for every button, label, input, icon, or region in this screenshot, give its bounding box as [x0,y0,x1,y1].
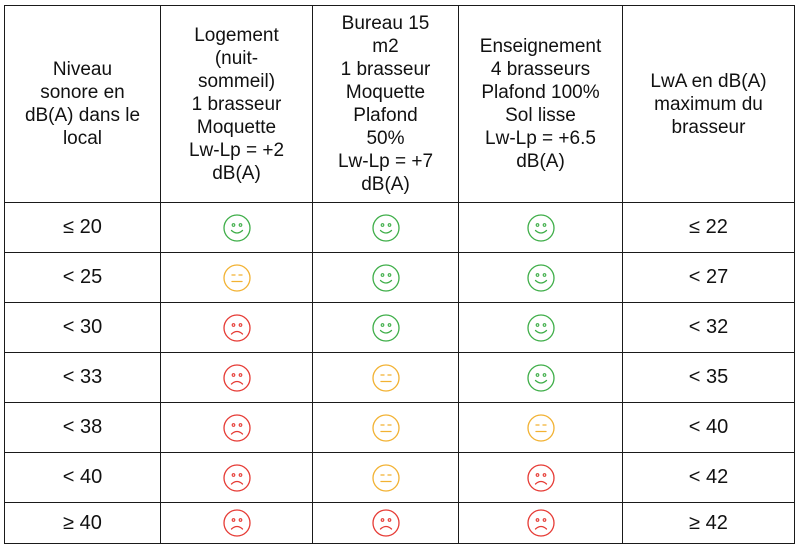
enseignement-rating-cell [458,352,623,403]
neutral-face-icon [371,463,401,493]
lwa-max-cell: ≥ 42 [622,502,795,544]
table-row: < 30 < 32 [4,302,795,353]
good-face-icon [371,263,401,293]
header-logement: Logement (nuit- sommeil) 1 brasseur Moqu… [160,5,313,203]
acoustic-comfort-table: Niveau sonore en dB(A) dans le local Log… [4,5,795,544]
lwa-max-cell: < 42 [622,452,795,503]
bureau-rating-cell [312,502,459,544]
lwa-max-cell: < 35 [622,352,795,403]
header-line: 4 brasseurs [490,59,591,80]
bad-face-icon [222,313,252,343]
header-line: dB(A) dans le [24,105,141,126]
neutral-face-icon [222,263,252,293]
header-line: 50% [366,128,405,149]
header-line: 1 brasseur [340,59,431,80]
neutral-face-icon [371,413,401,443]
header-line: m2 [372,36,399,57]
bad-face-icon [222,463,252,493]
bureau-rating-cell [312,302,459,353]
good-face-icon [222,213,252,243]
bad-face-icon [222,413,252,443]
table-row: < 38 < 40 [4,402,795,453]
logement-rating-cell [160,502,313,544]
bureau-rating-cell [312,202,459,253]
sound-level-cell: < 40 [4,452,161,503]
lwa-max-cell: ≤ 22 [622,202,795,253]
logement-rating-cell [160,252,313,303]
header-line: dB(A) [212,162,261,184]
lwa-max-cell: < 40 [622,402,795,453]
enseignement-rating-cell [458,302,623,353]
header-line: dB(A) [361,174,410,195]
header-line: Bureau 15 [341,13,430,34]
header-line: Lw-Lp = +2 [188,139,285,161]
table-row: < 40 < 42 [4,452,795,503]
good-face-icon [526,263,556,293]
header-line: dB(A) [516,151,565,172]
sound-level-cell: ≤ 20 [4,202,161,253]
header-line: Logement [194,24,279,46]
header-line: sonore en [40,82,125,103]
good-face-icon [526,313,556,343]
header-line: sommeil) [197,70,276,92]
header-line: Plafond 100% [481,82,600,103]
neutral-face-icon [371,363,401,393]
enseignement-rating-cell [458,402,623,453]
good-face-icon [371,313,401,343]
enseignement-rating-cell [458,252,623,303]
header-line: brasseur [671,116,746,138]
header-line: local [62,128,103,149]
bureau-rating-cell [312,352,459,403]
header-row: Niveau sonore en dB(A) dans le local Log… [4,5,795,203]
logement-rating-cell [160,402,313,453]
header-sound-level: Niveau sonore en dB(A) dans le local [4,5,161,203]
logement-rating-cell [160,352,313,403]
header-line: 1 brasseur [191,93,282,115]
bureau-rating-cell [312,252,459,303]
enseignement-rating-cell [458,452,623,503]
header-line: Moquette [196,116,277,138]
table-row: ≥ 40 ≥ 42 [4,502,795,544]
logement-rating-cell [160,202,313,253]
header-line: Sol lisse [505,105,576,126]
header-line: Lw-Lp = +6.5 [485,128,596,149]
enseignement-rating-cell [458,202,623,253]
header-lwa-max: LwA en dB(A) maximum du brasseur [622,5,795,203]
enseignement-rating-cell [458,502,623,544]
good-face-icon [526,213,556,243]
lwa-max-cell: < 27 [622,252,795,303]
table-row: < 33 < 35 [4,352,795,403]
header-line: (nuit- [214,47,259,69]
logement-rating-cell [160,452,313,503]
header-line: Niveau [52,59,113,80]
good-face-icon [371,213,401,243]
sound-level-cell: ≥ 40 [4,502,161,544]
header-line: Moquette [345,82,426,103]
table-row: ≤ 20 ≤ 22 [4,202,795,253]
header-line: Lw-Lp = +7 [337,151,434,172]
bad-face-icon [222,363,252,393]
neutral-face-icon [526,413,556,443]
header-enseignement: Enseignement 4 brasseurs Plafond 100% So… [458,5,623,203]
sound-level-cell: < 38 [4,402,161,453]
sound-level-cell: < 33 [4,352,161,403]
sound-level-cell: < 30 [4,302,161,353]
header-line: LwA en dB(A) [650,70,767,92]
bad-face-icon [222,508,252,538]
header-line: Plafond [353,105,418,126]
bad-face-icon [371,508,401,538]
good-face-icon [526,363,556,393]
logement-rating-cell [160,302,313,353]
table-row: < 25 < 27 [4,252,795,303]
sound-level-cell: < 25 [4,252,161,303]
header-line: maximum du [654,93,763,115]
bureau-rating-cell [312,452,459,503]
bureau-rating-cell [312,402,459,453]
bad-face-icon [526,463,556,493]
header-bureau: Bureau 15 m2 1 brasseur Moquette Plafond… [312,5,459,203]
lwa-max-cell: < 32 [622,302,795,353]
header-line: Enseignement [479,36,602,57]
bad-face-icon [526,508,556,538]
